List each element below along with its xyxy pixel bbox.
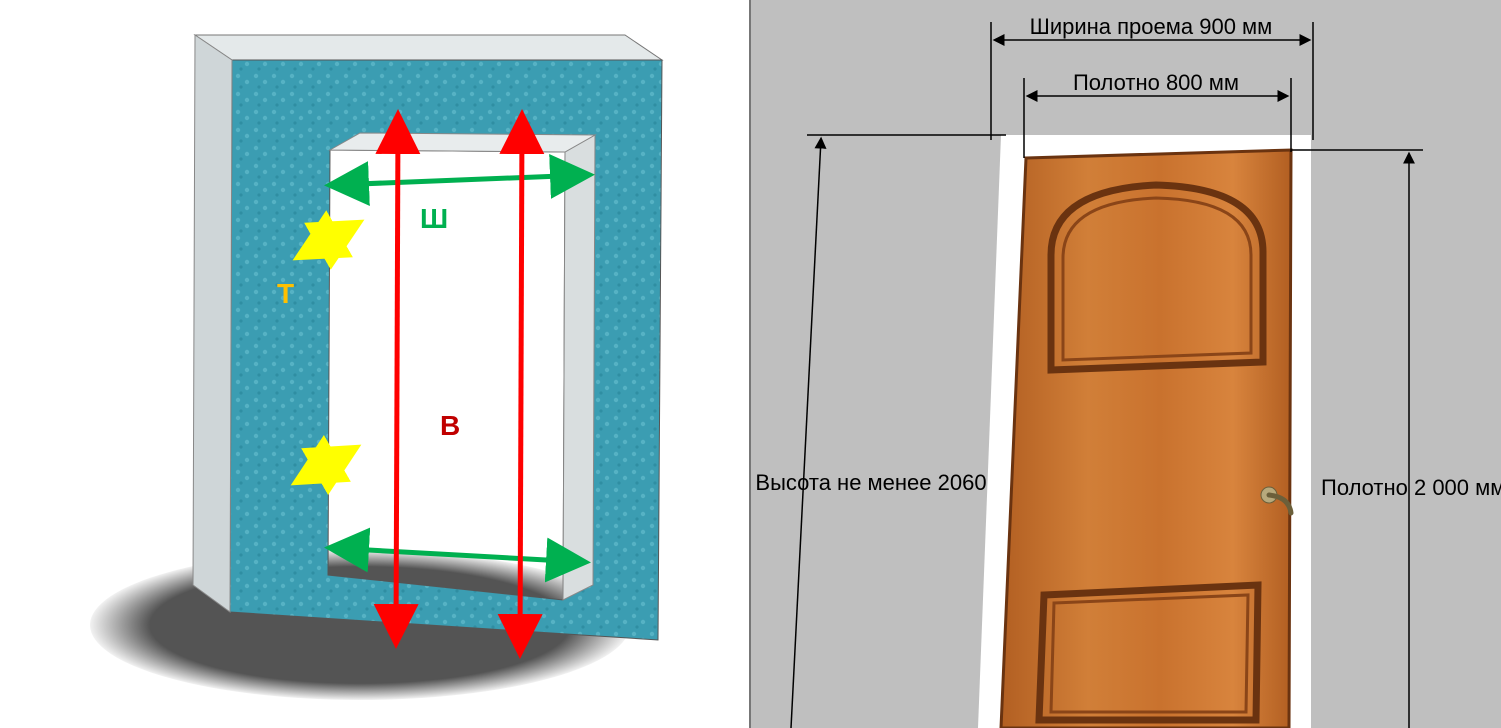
dim-opening-height <box>791 139 821 728</box>
door-dimension-svg: Ширина проема 900 мм Полотно 800 мм Высо… <box>751 0 1501 728</box>
height-arrow-left <box>396 118 398 640</box>
label-leaf-width: Полотно 800 мм <box>1073 70 1239 95</box>
label-opening-width: Ширина проема 900 мм <box>1030 14 1273 39</box>
opening-right-reveal <box>563 135 595 600</box>
height-arrow-right <box>520 118 522 650</box>
wall-top-face <box>195 35 662 60</box>
height-letter: В <box>440 410 460 441</box>
label-leaf-height: Полотно 2 000 мм <box>1321 475 1501 500</box>
wall-3d-svg: Ш В Т <box>0 0 750 728</box>
right-panel: Ширина проема 900 мм Полотно 800 мм Высо… <box>749 0 1501 728</box>
width-arrow-top <box>333 175 586 185</box>
wall-left-side <box>193 35 232 612</box>
diagram-container: Ш В Т <box>0 0 1501 728</box>
width-letter: Ш <box>420 203 448 234</box>
thickness-letter: Т <box>277 278 294 309</box>
width-arrow-bottom <box>333 548 582 562</box>
opening-header-reveal <box>330 133 595 152</box>
label-opening-height: Высота не менее 2060 <box>755 470 986 495</box>
left-panel: Ш В Т <box>0 0 749 728</box>
